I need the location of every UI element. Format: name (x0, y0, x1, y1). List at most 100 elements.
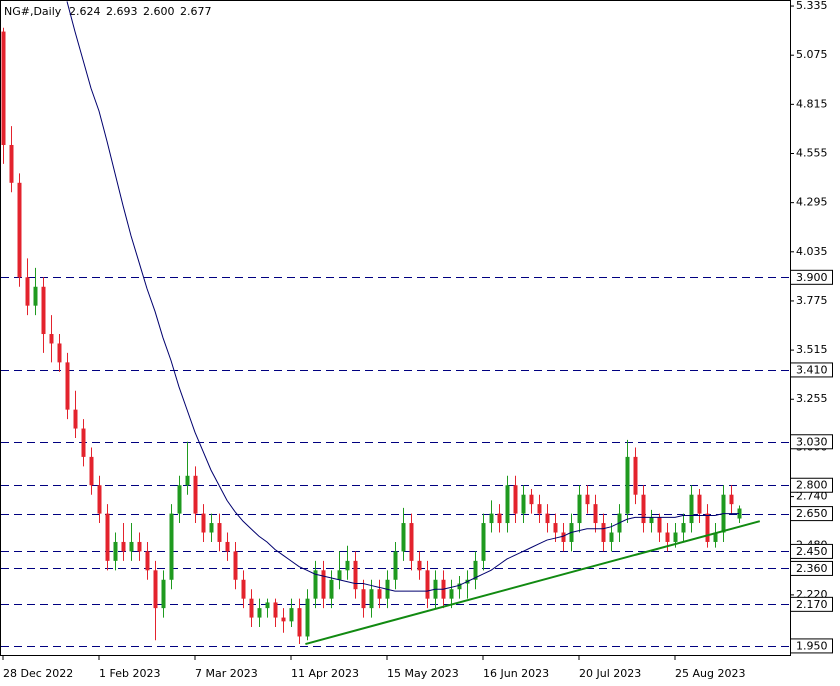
chart-title: NG#,Daily (4, 5, 62, 18)
candle-body (729, 494, 734, 505)
candle-body (217, 523, 222, 542)
candle-body (209, 523, 214, 533)
level-label: 3.900 (796, 271, 828, 284)
candle-body (521, 494, 526, 514)
y-tick-label: 3.515 (796, 343, 828, 356)
candle-body (233, 551, 238, 580)
candle-body (249, 598, 254, 618)
candle-body (457, 583, 462, 590)
y-tick-label: 4.035 (796, 245, 828, 258)
y-tick-label: 4.295 (796, 196, 828, 209)
candle-body (97, 485, 102, 514)
candle-body (345, 560, 350, 571)
header-value: 2.693 (106, 5, 138, 18)
level-label-box (790, 477, 833, 493)
level-label-box (790, 596, 833, 612)
x-tick-label: 25 Aug 2023 (675, 667, 745, 680)
candle-body (481, 523, 486, 561)
level-label: 2.360 (796, 562, 828, 575)
candle-body (697, 494, 702, 514)
candle-body (417, 560, 422, 571)
candle-body (737, 508, 742, 519)
candle-body (705, 513, 710, 542)
candle-body (713, 532, 718, 542)
header-value: 2.600 (143, 5, 175, 18)
candle-body (241, 579, 246, 599)
candle-body (273, 602, 278, 618)
level-label-box (790, 362, 833, 378)
candle-body (681, 523, 686, 533)
trendline (305, 520, 761, 646)
x-tick-label: 15 May 2023 (387, 667, 459, 680)
candle-body (641, 494, 646, 524)
candle-body (473, 560, 478, 580)
candle-body (153, 570, 158, 609)
candle-body (545, 513, 550, 524)
candle-body (169, 513, 174, 580)
level-label: 2.170 (796, 598, 828, 611)
candle-body (353, 560, 358, 590)
candle-body (201, 513, 206, 533)
candle-body (9, 144, 14, 183)
x-tick-label: 28 Dec 2022 (3, 667, 73, 680)
y-tick-label: 4.555 (796, 146, 828, 159)
plot-frame (0, 0, 791, 656)
candle-body (225, 541, 230, 552)
level-label-box (790, 543, 833, 559)
header-value: 2.677 (180, 5, 212, 18)
x-tick-label: 1 Feb 2023 (99, 667, 160, 680)
candle-body (649, 517, 654, 524)
y-tick-label: 5.075 (796, 48, 828, 61)
level-label: 2.800 (796, 479, 828, 492)
x-tick-label: 7 Mar 2023 (195, 667, 258, 680)
x-tick-label: 11 Apr 2023 (291, 667, 359, 680)
candle-body (265, 602, 270, 609)
candle-body (329, 579, 334, 599)
candle-body (281, 617, 286, 622)
candle-body (537, 504, 542, 514)
y-tick-label: 3.255 (796, 392, 828, 405)
candle-body (553, 523, 558, 533)
candle-body (137, 541, 142, 552)
candle-body (625, 456, 630, 514)
candle-body (257, 608, 262, 618)
candle-body (369, 589, 374, 609)
candle-body (393, 551, 398, 580)
candle-body (321, 570, 326, 599)
candle-body (1, 31, 6, 145)
level-label-box (790, 506, 833, 522)
candle-body (185, 475, 190, 486)
candle-body (89, 456, 94, 486)
candle-body (145, 551, 150, 571)
candle-body (425, 570, 430, 599)
candle-body (337, 570, 342, 580)
level-label-box (790, 638, 833, 654)
candle-body (161, 579, 166, 609)
header-value: 2.624 (69, 5, 101, 18)
y-tick-label: 2.740 (796, 490, 828, 503)
candle-body (105, 513, 110, 561)
level-label: 2.450 (796, 545, 828, 558)
candle-body (585, 494, 590, 505)
candle-body (601, 523, 606, 542)
candle-body (25, 277, 30, 306)
candle-body (41, 286, 46, 335)
candle-body (673, 532, 678, 542)
candle-body (657, 517, 662, 533)
level-label-box (790, 269, 833, 285)
level-label: 1.950 (796, 639, 828, 652)
candle-body (361, 589, 366, 609)
candle-body (289, 608, 294, 622)
candle-body (529, 494, 534, 505)
candle-body (665, 532, 670, 542)
candle-body (17, 182, 22, 278)
candle-body (497, 513, 502, 524)
candle-body (449, 589, 454, 599)
candle-body (401, 523, 406, 552)
candle-body (609, 532, 614, 542)
candle-body (73, 409, 78, 429)
y-tick-label: 5.335 (796, 0, 828, 12)
candle-body (113, 541, 118, 561)
moving-average (66, 1, 739, 592)
